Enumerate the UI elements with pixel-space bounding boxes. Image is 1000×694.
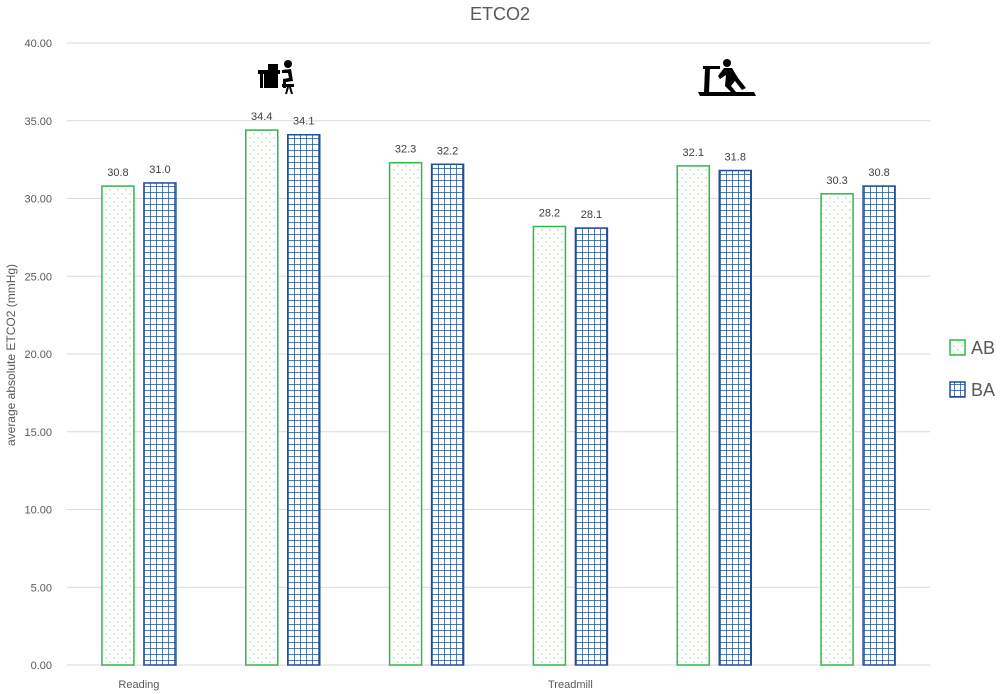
data-label: 34.4 <box>251 111 272 123</box>
bar-ba <box>143 182 177 666</box>
desk-worker-icon <box>258 60 294 95</box>
data-label: 30.3 <box>826 175 847 187</box>
data-label: 32.3 <box>395 144 416 156</box>
bar-ba <box>430 163 465 666</box>
bar-ab <box>820 193 854 666</box>
x-axis-ticks: Reading Treadmill <box>118 679 592 691</box>
data-label: 28.2 <box>539 207 560 219</box>
x-tick-label: Reading <box>118 679 159 691</box>
data-label: 31.0 <box>149 164 170 176</box>
legend-label-ab: AB <box>971 338 995 358</box>
data-label: 34.1 <box>293 116 314 128</box>
bar-ba <box>574 227 609 666</box>
data-label: 28.1 <box>581 209 602 221</box>
y-tick-label: 40.00 <box>24 38 52 50</box>
data-label: 32.2 <box>437 145 458 157</box>
bar-ab <box>101 185 135 666</box>
y-tick-label: 5.00 <box>31 582 52 594</box>
legend-item-ba: BA <box>949 380 995 400</box>
y-tick-label: 0.00 <box>31 660 52 672</box>
legend-item-ab: AB <box>949 338 995 358</box>
bar-ba <box>718 169 752 666</box>
y-tick-label: 10.00 <box>24 505 52 517</box>
data-labels: 30.8 31.0 34.4 34.1 32.3 32.2 28.2 28.1 32.1 31.8… <box>107 111 890 221</box>
legend-label-ba: BA <box>971 380 995 400</box>
y-tick-label: 35.00 <box>24 116 52 128</box>
y-axis-label: average absolute ETCO2 (mmHg) <box>4 264 18 446</box>
y-tick-label: 20.00 <box>24 349 52 361</box>
x-tick-label: Treadmill <box>548 679 593 691</box>
data-label: 31.8 <box>725 152 746 164</box>
bar-ab <box>532 225 567 666</box>
bar-ba <box>287 133 321 666</box>
legend-swatch-ba <box>949 381 966 398</box>
chart-title: ETCO2 <box>470 4 530 24</box>
legend-swatch-ab <box>949 339 966 356</box>
bars <box>101 129 896 666</box>
y-tick-label: 25.00 <box>24 271 52 283</box>
gridlines <box>67 42 930 666</box>
legend: AB BA <box>949 338 995 400</box>
bar-ab <box>245 129 279 666</box>
y-tick-label: 15.00 <box>24 427 52 439</box>
data-label: 32.1 <box>683 147 704 159</box>
data-label: 30.8 <box>868 167 889 179</box>
y-axis-ticks: 0.00 5.00 10.00 15.00 20.00 25.00 30.00 35.00 40… <box>24 38 52 672</box>
y-tick-label: 30.00 <box>24 194 52 206</box>
bar-ab <box>388 161 423 666</box>
treadmill-runner-icon <box>698 59 756 96</box>
bar-ba <box>862 185 896 666</box>
data-label: 30.8 <box>107 167 128 179</box>
bar-ab <box>676 165 710 666</box>
